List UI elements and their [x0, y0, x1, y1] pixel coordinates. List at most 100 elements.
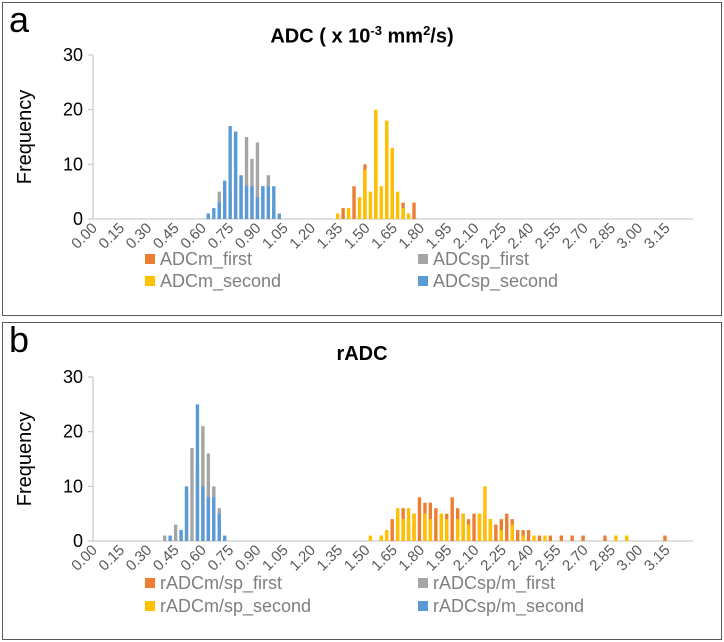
legend-swatch [145, 601, 155, 611]
histogram-bar [374, 109, 378, 219]
histogram-bar [195, 404, 200, 541]
x-tick-label: 2.70 [559, 220, 592, 253]
histogram-bar [368, 535, 373, 541]
histogram-bar [233, 131, 238, 219]
x-tick-label: 0.45 [150, 220, 183, 253]
chart-title-a: ADC ( x 10-3 mm2/s) [3, 23, 721, 49]
histogram-bar [505, 513, 509, 541]
legend-swatch [145, 578, 155, 588]
histogram-bar [346, 208, 351, 219]
histogram-bar [499, 530, 503, 541]
panel-letter-a: a [9, 0, 30, 40]
histogram-bar [455, 519, 460, 541]
y-tick-label: 10 [63, 476, 83, 496]
x-tick-label: 2.55 [532, 542, 565, 575]
x-tick-label: 0.75 [205, 220, 238, 253]
histogram-bar [395, 191, 400, 219]
histogram-bar [445, 519, 449, 541]
x-tick-label: 0.30 [123, 220, 156, 253]
y-tick-label: 0 [73, 531, 83, 551]
histogram-bar [526, 530, 531, 541]
histogram-bar [521, 530, 525, 541]
histogram-bar [614, 535, 618, 541]
histogram-bar [206, 497, 211, 541]
histogram-bar [206, 213, 211, 219]
histogram-bar [239, 175, 243, 219]
histogram-bar [515, 530, 520, 541]
histogram-bar [379, 535, 383, 541]
chart-panel-a: a ADC ( x 10-3 mm2/s) 0 10 20 30 Frequency 0.… [2, 0, 722, 316]
histogram-bar [341, 208, 345, 219]
histogram-bar [201, 486, 205, 541]
histogram-bar [472, 513, 476, 541]
histogram-bar [335, 213, 340, 219]
y-tick-label: 20 [63, 100, 83, 120]
histogram-bar [357, 197, 362, 219]
histogram-plot-a: 0102030Frequency0.000.150.300.450.600.75… [14, 45, 693, 253]
histogram-bar [250, 186, 254, 219]
histogram-bar [168, 535, 172, 541]
legend-label: rADCsp/m_second [433, 596, 585, 616]
histogram-bar [488, 519, 493, 541]
histogram-bar [510, 524, 514, 541]
histogram-bar [548, 535, 553, 541]
histogram-bar [255, 142, 260, 219]
histogram-bar [395, 508, 400, 541]
histogram-bar [385, 530, 389, 541]
y-tick-label: 30 [63, 45, 83, 65]
histogram-bar [201, 426, 205, 541]
histogram-bar [532, 535, 536, 541]
x-tick-label: 2.25 [477, 542, 510, 575]
title-part: ADC ( x 10 [270, 25, 371, 48]
x-tick-label: 1.35 [314, 220, 347, 253]
histogram-bar [223, 180, 227, 219]
histogram-plot-b: 0102030Frequency0.000.150.300.450.600.75… [14, 367, 693, 575]
legend-swatch [418, 578, 428, 588]
x-tick-label: 2.25 [477, 220, 510, 253]
x-tick-label: 3.15 [641, 220, 674, 253]
histogram-bar [603, 535, 607, 541]
histogram-bar [406, 508, 411, 541]
title-superscript: -3 [370, 23, 382, 38]
y-tick-label: 0 [73, 209, 83, 229]
y-tick-label: 20 [63, 422, 83, 442]
legend-label: rADCsp/m_first [433, 573, 556, 593]
histogram-bar [212, 208, 216, 219]
x-tick-label: 0.30 [123, 542, 156, 575]
legend-item: ADCsp_second [418, 271, 558, 292]
histogram-bar [406, 213, 411, 219]
legend-label: rADCm/sp_first [160, 573, 283, 593]
histogram-bar [223, 535, 227, 541]
legend-swatch [418, 601, 428, 611]
panel-letter-b: b [9, 319, 30, 360]
histogram-bar [570, 535, 574, 541]
histogram-bar [521, 535, 525, 541]
legend-item: rADCsp/m_second [418, 596, 584, 617]
histogram-bar [363, 169, 367, 219]
chart-title-b: rADC [336, 343, 388, 365]
x-tick-label: 1.65 [368, 542, 401, 575]
legend-item: rADCm/sp_second [145, 596, 311, 617]
histogram-bar [212, 497, 216, 541]
title-superscript: 2 [423, 23, 431, 38]
legend-swatch [418, 254, 428, 264]
histogram-bar [581, 535, 585, 541]
legend-label: ADCsp_second [433, 271, 559, 291]
x-tick-label: 1.20 [286, 220, 319, 253]
legend-label: rADCm/sp_second [160, 596, 312, 616]
x-tick-label: 3.15 [641, 542, 674, 575]
histogram-bar [625, 535, 629, 541]
x-tick-label: 0.75 [205, 542, 238, 575]
x-tick-label: 1.50 [341, 542, 374, 575]
x-tick-label: 2.40 [505, 542, 538, 575]
legend-label: ADCm_second [160, 271, 282, 291]
histogram-bar [390, 519, 394, 541]
x-tick-label: 1.20 [286, 542, 319, 575]
x-tick-label: 2.40 [505, 220, 538, 253]
histogram-bar [217, 202, 221, 219]
histogram-bar [228, 126, 232, 219]
chart-panel-b: b rADC 0 10 20 30 Frequency 0.00 0.15 0.30 0.45 0… [2, 319, 722, 640]
histogram-bar [450, 497, 454, 541]
histogram-bar [537, 535, 542, 541]
histogram-bar [559, 535, 563, 541]
